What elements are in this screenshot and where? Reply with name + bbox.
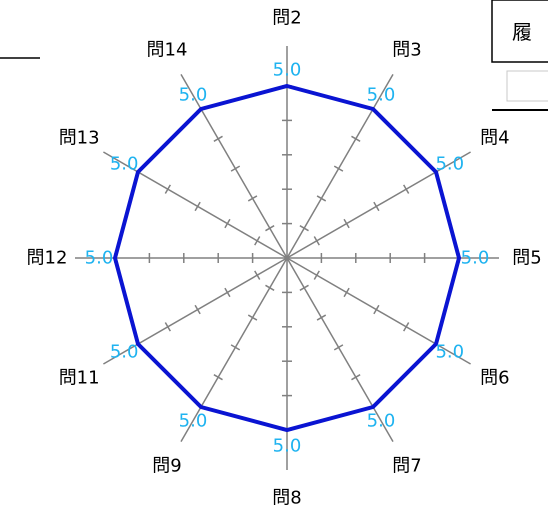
value-label: 5.0 [110,342,139,363]
category-label: 問9 [152,455,181,476]
axis-tick [254,270,261,280]
axis-tick [213,135,223,142]
axis-tick [194,201,201,212]
axis-tick [333,165,344,172]
axis-tick [224,218,231,229]
value-label: 5.0 [179,410,208,431]
category-label: 問11 [59,368,100,389]
axis-tick [313,236,320,246]
axis-tick [299,284,309,291]
history-panel-frame [491,0,548,63]
axis-tick [254,236,261,246]
axis-tick [316,195,327,202]
value-label: 5.0 [435,154,464,175]
category-label: 問5 [512,248,541,269]
axis-tick [313,270,320,280]
axis-tick [343,218,350,229]
category-label: 問14 [147,40,188,61]
radar-series [112,83,462,433]
axis-tick [164,322,171,332]
axis-tick [230,165,241,172]
category-label: 問2 [272,8,301,29]
axis-tick [316,314,327,321]
axis-line [180,257,288,442]
value-label: 5.0 [110,154,139,175]
series-polygon [112,83,462,433]
category-label: 問3 [392,40,421,61]
axis-tick [247,195,258,202]
axis-tick [230,344,241,351]
axis-tick [403,322,410,332]
history-input-box[interactable] [506,70,548,102]
axis-tick [265,225,275,232]
value-label: 5.0 [461,248,490,269]
value-label: 5.0 [85,248,114,269]
axis-tick [333,344,344,351]
axis-tick [265,284,275,291]
value-label: 5.0 [367,85,396,106]
axis-tick [247,314,258,321]
axis-tick [224,287,231,298]
axis-tick [373,201,380,212]
axis-tick [373,304,380,315]
axis-tick [164,184,171,194]
axis-tick [351,135,361,142]
axis-line [286,74,394,259]
value-label: 5.0 [273,436,302,457]
history-tab[interactable]: 履 [512,20,532,44]
axis-line [286,151,471,259]
axis-line [286,257,394,442]
category-label: 問6 [480,368,509,389]
category-label: 問7 [392,455,421,476]
axis-line [286,257,471,365]
category-label: 問13 [59,128,100,149]
value-label: 5.0 [367,410,396,431]
axis-line [103,151,288,259]
category-label: 問4 [480,128,509,149]
axis-tick [213,374,223,381]
axis-tick [194,304,201,315]
category-label: 問8 [272,488,301,509]
axis-tick [343,287,350,298]
axis-line [103,257,288,365]
value-label: 5.0 [273,60,302,81]
axis-tick [299,225,309,232]
value-label: 5.0 [435,342,464,363]
axis-tick [403,184,410,194]
axis-line [180,74,288,259]
category-label: 問12 [27,248,68,269]
value-label: 5.0 [179,85,208,106]
radar-labels: 問2 5.0 問3 5.0 問4 5.0 問5 5.0 問6 5.0 問7 5.0 問8 5.0 問9 5.0… [27,8,542,509]
axis-tick [351,374,361,381]
radar-axes [75,46,499,470]
